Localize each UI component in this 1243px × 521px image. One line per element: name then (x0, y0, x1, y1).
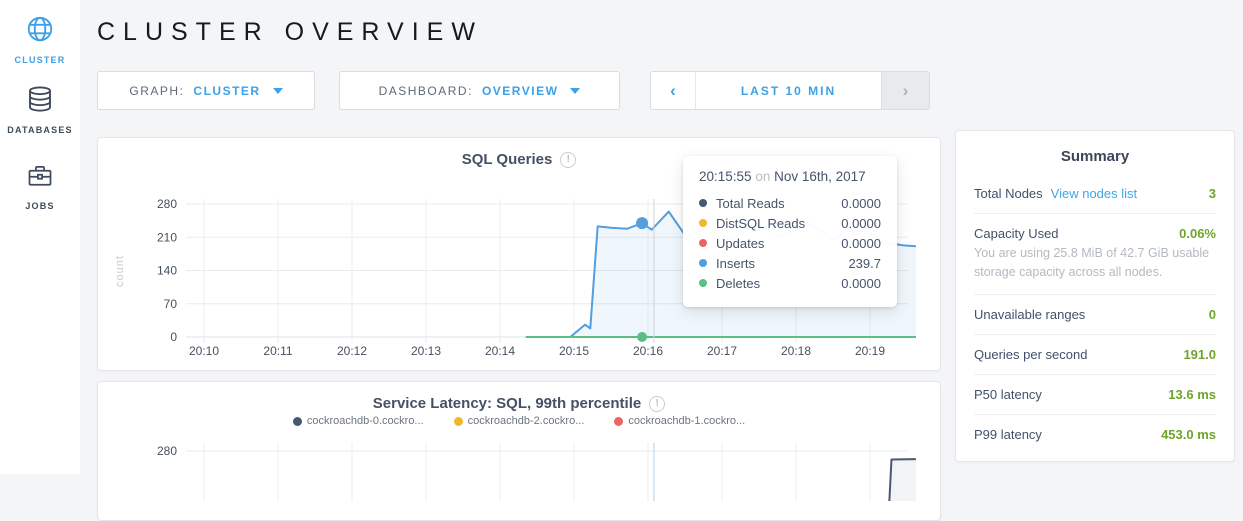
chart-legend: cockroachdb-0.cockro... cockroachdb-2.coc… (98, 415, 940, 427)
total-nodes-value: 3 (1208, 186, 1216, 201)
total-nodes-label: Total Nodes (974, 186, 1043, 201)
series-dot-icon (699, 239, 707, 247)
series-dot-icon (453, 416, 463, 426)
y-axis-tick-label: 140 (157, 264, 177, 278)
y-axis-tick-label: 0 (170, 330, 177, 344)
chevron-down-icon (272, 87, 283, 94)
info-icon[interactable] (560, 151, 577, 168)
time-range-label[interactable]: LAST 10 MIN (740, 83, 837, 98)
dashboard-dropdown[interactable]: DASHBOARD: OVERVIEW (339, 71, 620, 110)
series-dot-icon (699, 199, 707, 207)
graph-dropdown-label: GRAPH: (129, 83, 185, 98)
capacity-used-description: You are using 25.8 MiB of 42.7 GiB usabl… (974, 246, 1210, 279)
y-axis-tick-label: 280 (157, 444, 177, 458)
legend-label: cockroachdb-2.cockro... (467, 415, 585, 427)
x-axis-tick-label: 20:19 (855, 344, 885, 358)
x-axis-tick-label: 20:14 (485, 344, 515, 358)
summary-title: Summary (1060, 148, 1130, 165)
chart-hover-tooltip: 20:15:55 on Nov 16th, 2017 Total Reads 0.… (683, 156, 897, 307)
x-axis-tick-label: 20:15 (559, 344, 589, 358)
view-nodes-list-link[interactable]: View nodes list (1050, 186, 1138, 201)
x-axis-tick-label: 20:17 (707, 344, 737, 358)
service-latency-panel: 280 Service Latency: SQL, 99th percentil… (97, 381, 941, 521)
y-axis-tick-label: 70 (164, 297, 178, 311)
chevron-right-icon: › (902, 80, 909, 100)
x-axis-tick-label: 20:10 (189, 344, 219, 358)
time-range-prev-button[interactable]: ‹ (651, 72, 696, 109)
y-axis-title: count (114, 255, 126, 287)
chart-title: SQL Queries (461, 151, 553, 168)
graph-dropdown[interactable]: GRAPH: CLUSTER (97, 71, 315, 110)
summary-panel: Summary Total Nodes View nodes list 3 Ca… (955, 130, 1235, 462)
tooltip-row: Updates 0.0000 (699, 233, 881, 253)
capacity-used-label: Capacity Used (974, 226, 1059, 241)
briefcase-icon (26, 162, 54, 195)
y-axis-tick-label: 280 (157, 197, 177, 211)
series-dot-icon (292, 416, 302, 426)
x-axis-tick-label: 20:12 (337, 344, 367, 358)
sidebar: CLUSTER DATABASES JOBS (0, 0, 80, 474)
x-axis-tick-label: 20:11 (263, 344, 292, 358)
tooltip-row: Inserts 239.7 (699, 253, 881, 273)
summary-row-p99-latency: P99 latency 453.0 ms (974, 415, 1216, 454)
p99-latency-label: P99 latency (974, 426, 1042, 442)
sql-queries-panel: 20:10 20:11 20:12 20:13 20:14 20:15 20:16 20:17… (97, 137, 941, 371)
time-range-next-button[interactable]: › (881, 72, 929, 109)
time-range-control: ‹ LAST 10 MIN › (650, 71, 930, 110)
dashboard-dropdown-value: OVERVIEW (481, 83, 559, 98)
legend-item[interactable]: cockroachdb-2.cockro... (453, 415, 585, 427)
sidebar-item-jobs[interactable]: JOBS (0, 162, 80, 211)
summary-row-total-nodes: Total Nodes View nodes list 3 (974, 174, 1216, 214)
data-point-dot (637, 332, 648, 342)
tooltip-timestamp: 20:15:55 on Nov 16th, 2017 (699, 169, 866, 184)
p50-latency-value: 13.6 ms (1168, 386, 1216, 402)
info-icon[interactable] (649, 395, 666, 412)
x-axis-tick-label: 20:16 (633, 344, 663, 358)
legend-item[interactable]: cockroachdb-0.cockro... (292, 415, 424, 427)
unavailable-ranges-label: Unavailable ranges (974, 306, 1086, 322)
p99-latency-value: 453.0 ms (1161, 426, 1216, 442)
graph-dropdown-value: CLUSTER (193, 83, 261, 98)
sidebar-item-databases[interactable]: DATABASES (0, 84, 80, 135)
capacity-used-value: 0.06% (1179, 226, 1216, 241)
unavailable-ranges-value: 0 (1208, 306, 1216, 322)
qps-label: Queries per second (974, 346, 1088, 362)
globe-icon (25, 14, 55, 49)
summary-row-unavailable-ranges: Unavailable ranges 0 (974, 295, 1216, 335)
series-dot-icon (699, 219, 707, 227)
tooltip-row: Deletes 0.0000 (699, 273, 881, 293)
qps-value: 191.0 (1183, 346, 1216, 362)
data-point-dot (636, 217, 649, 230)
series-dot-icon (614, 416, 624, 426)
page-title: CLUSTER OVERVIEW (97, 18, 483, 46)
p50-latency-label: P50 latency (974, 386, 1042, 402)
chevron-left-icon: ‹ (670, 80, 676, 100)
databases-icon (25, 84, 55, 119)
dashboard-dropdown-label: DASHBOARD: (378, 83, 473, 98)
service-latency-chart[interactable]: 280 (98, 439, 940, 501)
legend-item[interactable]: cockroachdb-1.cockro... (614, 415, 745, 427)
series-dot-icon (699, 259, 707, 267)
summary-row-capacity-used: Capacity Used 0.06% You are using 25.8 M… (974, 214, 1216, 295)
legend-label: cockroachdb-1.cockro... (628, 415, 746, 427)
series-dot-icon (699, 279, 707, 287)
sidebar-item-cluster[interactable]: CLUSTER (0, 14, 80, 65)
series-area-fill (889, 459, 916, 501)
x-axis-tick-label: 20:18 (781, 344, 811, 358)
chevron-down-icon (570, 87, 581, 94)
tooltip-row: Total Reads 0.0000 (699, 193, 881, 213)
summary-row-p50-latency: P50 latency 13.6 ms (974, 375, 1216, 415)
tooltip-row: DistSQL Reads 0.0000 (699, 213, 881, 233)
y-axis-tick-label: 210 (157, 230, 177, 244)
sidebar-item-label: DATABASES (7, 125, 73, 135)
sidebar-item-label: JOBS (25, 201, 55, 211)
legend-label: cockroachdb-0.cockro... (306, 415, 424, 427)
sidebar-item-label: CLUSTER (14, 55, 66, 65)
chart-title: Service Latency: SQL, 99th percentile (372, 395, 642, 412)
x-axis-tick-label: 20:13 (411, 344, 441, 358)
summary-row-qps: Queries per second 191.0 (974, 335, 1216, 375)
